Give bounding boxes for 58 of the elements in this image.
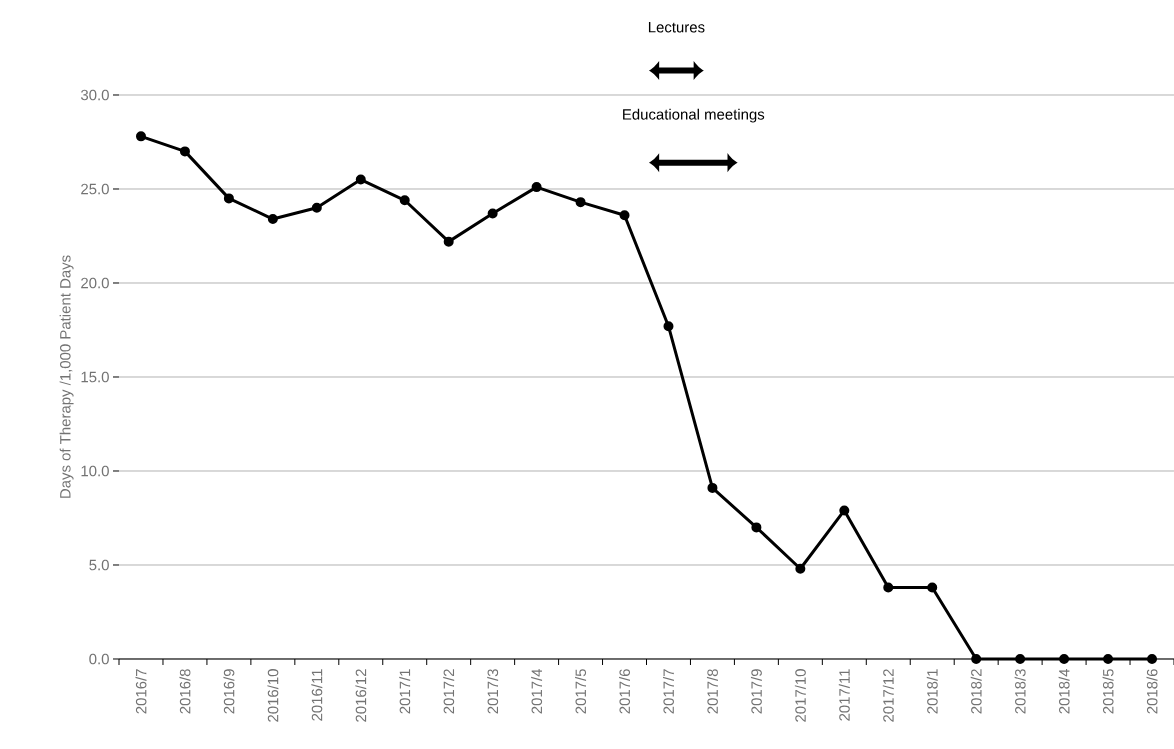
x-tick-label: 2017/9 xyxy=(750,669,762,714)
y-tick-label: 15.0 xyxy=(81,371,109,383)
x-tick-label: 2018/2 xyxy=(970,669,982,714)
point xyxy=(883,582,894,593)
x-tick-label: 2017/3 xyxy=(487,669,499,714)
point xyxy=(927,582,938,593)
point xyxy=(1147,653,1158,664)
point xyxy=(443,236,454,247)
y-tick-label: 20.0 xyxy=(81,277,109,289)
point xyxy=(795,563,806,574)
point xyxy=(135,131,146,142)
y-axis-title: Days of Therapy /1,000 Patient Days xyxy=(59,255,74,498)
x-tick-label: 2016/10 xyxy=(267,669,279,722)
point xyxy=(179,146,190,157)
x-tick-label: 2017/7 xyxy=(662,669,674,714)
x-tick-label: 2017/1 xyxy=(399,669,411,714)
y-tick-label: 5.0 xyxy=(89,559,109,571)
point xyxy=(355,174,366,185)
x-tick-label: 2017/6 xyxy=(619,669,631,714)
point xyxy=(267,214,278,225)
y-tick-label: 10.0 xyxy=(81,465,109,477)
x-tick-label: 2016/8 xyxy=(179,669,191,714)
x-tick-label: 2018/1 xyxy=(926,669,938,714)
annotation: Educational meetings xyxy=(623,108,765,123)
point xyxy=(663,321,674,332)
y-tick-label: 30.0 xyxy=(80,89,109,101)
point xyxy=(487,208,498,219)
point xyxy=(223,193,234,204)
x-tick-label: 2018/3 xyxy=(1014,669,1026,714)
point xyxy=(971,653,982,664)
point xyxy=(399,195,410,206)
point xyxy=(531,182,542,193)
point xyxy=(1015,653,1026,664)
x-tick-label: 2018/6 xyxy=(1146,669,1158,714)
point xyxy=(1059,653,1070,664)
point xyxy=(575,197,586,208)
point xyxy=(839,505,850,516)
point xyxy=(707,482,718,493)
x-tick-label: 2016/7 xyxy=(135,669,147,714)
x-tick-label: 2018/5 xyxy=(1102,669,1114,714)
point xyxy=(311,202,322,213)
x-tick-label: 2016/9 xyxy=(223,669,235,714)
x-tick-label: 2017/5 xyxy=(575,669,587,714)
x-tick-label: 2017/12 xyxy=(882,669,894,722)
x-tick-label: 2016/12 xyxy=(355,669,367,722)
point xyxy=(619,210,630,221)
point xyxy=(751,522,762,533)
x-tick-label: 2016/11 xyxy=(311,669,323,721)
y-tick-label: 0.0 xyxy=(89,653,109,665)
x-tick-label: 2017/10 xyxy=(794,669,806,722)
x-tick-label: 2017/2 xyxy=(443,669,455,714)
text: Lectures xyxy=(648,22,705,33)
y-tick-label: 25.0 xyxy=(81,183,109,195)
x-tick-label: 2017/11 xyxy=(838,669,850,721)
x-tick-label: 2018/4 xyxy=(1058,668,1070,714)
x-tick-label: 2017/4 xyxy=(531,668,543,714)
x-tick-label: 2017/8 xyxy=(706,669,718,714)
point xyxy=(1103,653,1114,664)
